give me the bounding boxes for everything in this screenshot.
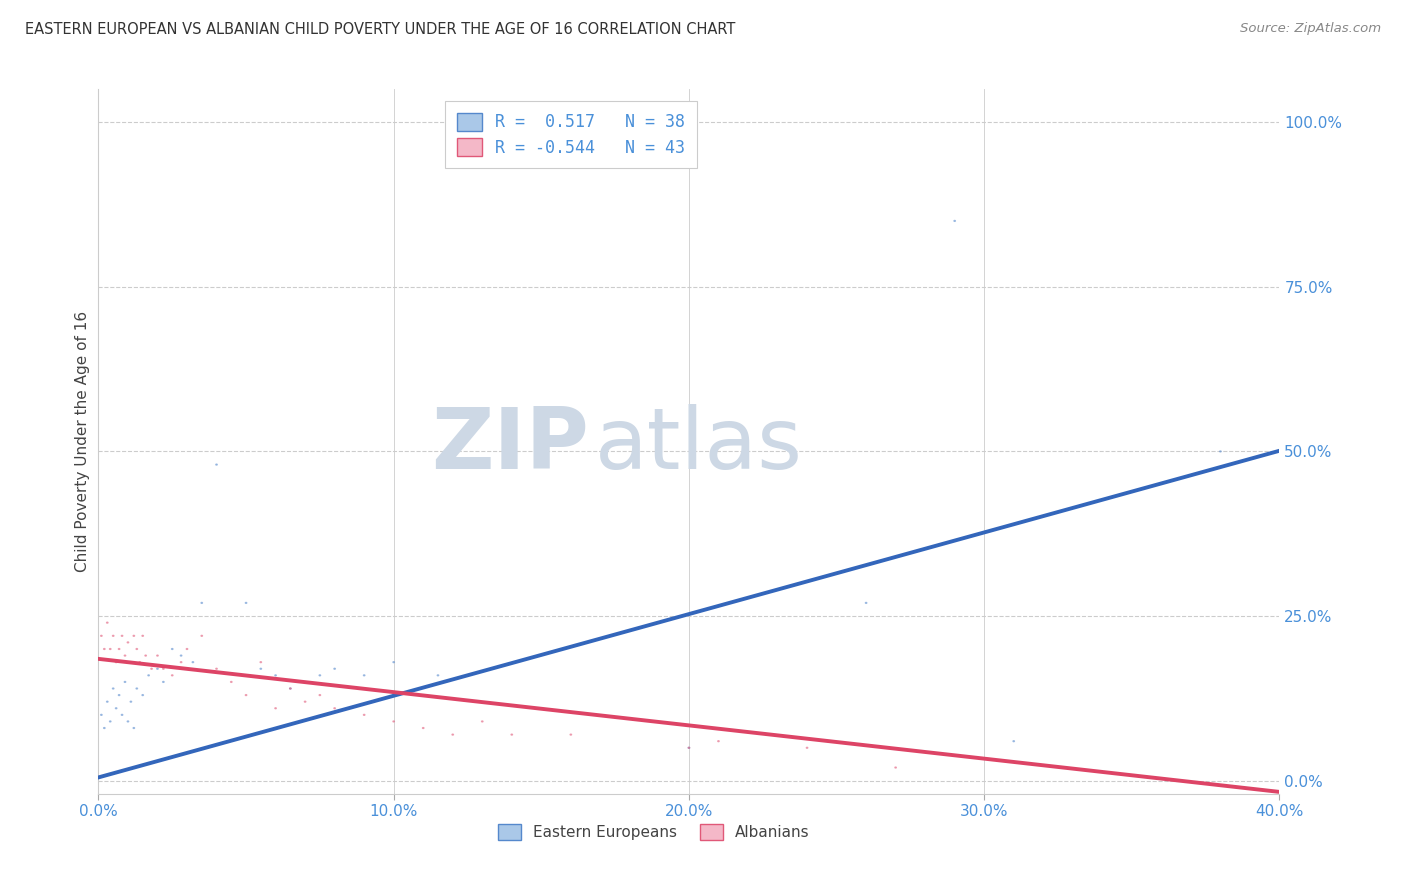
Point bbox=[96, 695, 118, 709]
Text: Source: ZipAtlas.com: Source: ZipAtlas.com bbox=[1240, 22, 1381, 36]
Point bbox=[441, 728, 464, 742]
Point bbox=[111, 629, 134, 643]
Point bbox=[205, 458, 228, 472]
Point bbox=[114, 674, 136, 689]
Point bbox=[103, 629, 125, 643]
Point bbox=[264, 701, 287, 715]
Point bbox=[90, 707, 112, 722]
Point bbox=[382, 714, 405, 729]
Point bbox=[105, 655, 128, 669]
Point bbox=[280, 681, 302, 696]
Point bbox=[135, 648, 157, 663]
Point bbox=[117, 635, 139, 649]
Point bbox=[114, 648, 136, 663]
Point bbox=[90, 629, 112, 643]
Point bbox=[128, 655, 150, 669]
Point bbox=[108, 688, 131, 702]
Point bbox=[103, 681, 125, 696]
Point bbox=[427, 668, 450, 682]
Point bbox=[122, 721, 145, 735]
Point bbox=[1209, 444, 1232, 458]
Point bbox=[162, 668, 183, 682]
Point bbox=[235, 596, 257, 610]
Point bbox=[412, 721, 434, 735]
Point bbox=[221, 674, 243, 689]
Point bbox=[117, 714, 139, 729]
Point bbox=[176, 662, 198, 676]
Point bbox=[146, 648, 169, 663]
Point bbox=[122, 629, 145, 643]
Point bbox=[294, 674, 316, 689]
Point bbox=[125, 681, 148, 696]
Point bbox=[309, 668, 332, 682]
Point bbox=[162, 642, 183, 657]
Point bbox=[96, 615, 118, 630]
Point bbox=[884, 760, 907, 774]
Point bbox=[323, 662, 346, 676]
Point bbox=[98, 714, 121, 729]
Point bbox=[191, 596, 214, 610]
Legend: Eastern Europeans, Albanians: Eastern Europeans, Albanians bbox=[492, 818, 815, 847]
Point bbox=[250, 662, 273, 676]
Y-axis label: Child Poverty Under the Age of 16: Child Poverty Under the Age of 16 bbox=[75, 311, 90, 572]
Point bbox=[796, 740, 818, 755]
Point bbox=[176, 642, 198, 657]
Point bbox=[105, 701, 128, 715]
Point bbox=[181, 655, 204, 669]
Text: ZIP: ZIP bbox=[430, 403, 589, 486]
Text: atlas: atlas bbox=[595, 403, 803, 486]
Point bbox=[678, 740, 700, 755]
Point bbox=[152, 674, 174, 689]
Point bbox=[353, 668, 375, 682]
Point bbox=[125, 642, 148, 657]
Point bbox=[678, 740, 700, 755]
Point bbox=[146, 662, 169, 676]
Point bbox=[93, 642, 115, 657]
Point bbox=[294, 695, 316, 709]
Point bbox=[1002, 734, 1025, 748]
Point bbox=[382, 655, 405, 669]
Point bbox=[280, 681, 302, 696]
Point bbox=[855, 596, 877, 610]
Point bbox=[170, 655, 193, 669]
Point bbox=[943, 214, 966, 228]
Point bbox=[108, 642, 131, 657]
Point bbox=[138, 668, 160, 682]
Point bbox=[170, 648, 193, 663]
Point bbox=[235, 688, 257, 702]
Point bbox=[191, 629, 214, 643]
Point bbox=[707, 734, 730, 748]
Point bbox=[132, 629, 155, 643]
Point bbox=[120, 655, 142, 669]
Point bbox=[501, 728, 523, 742]
Point bbox=[98, 642, 121, 657]
Point bbox=[93, 721, 115, 735]
Point bbox=[120, 695, 142, 709]
Point bbox=[205, 662, 228, 676]
Point bbox=[560, 728, 582, 742]
Point bbox=[111, 707, 134, 722]
Point bbox=[309, 688, 332, 702]
Point bbox=[353, 707, 375, 722]
Text: EASTERN EUROPEAN VS ALBANIAN CHILD POVERTY UNDER THE AGE OF 16 CORRELATION CHART: EASTERN EUROPEAN VS ALBANIAN CHILD POVER… bbox=[25, 22, 735, 37]
Point bbox=[132, 688, 155, 702]
Point bbox=[471, 714, 494, 729]
Point bbox=[323, 701, 346, 715]
Point bbox=[152, 662, 174, 676]
Point bbox=[141, 662, 163, 676]
Point bbox=[264, 668, 287, 682]
Point bbox=[250, 655, 273, 669]
